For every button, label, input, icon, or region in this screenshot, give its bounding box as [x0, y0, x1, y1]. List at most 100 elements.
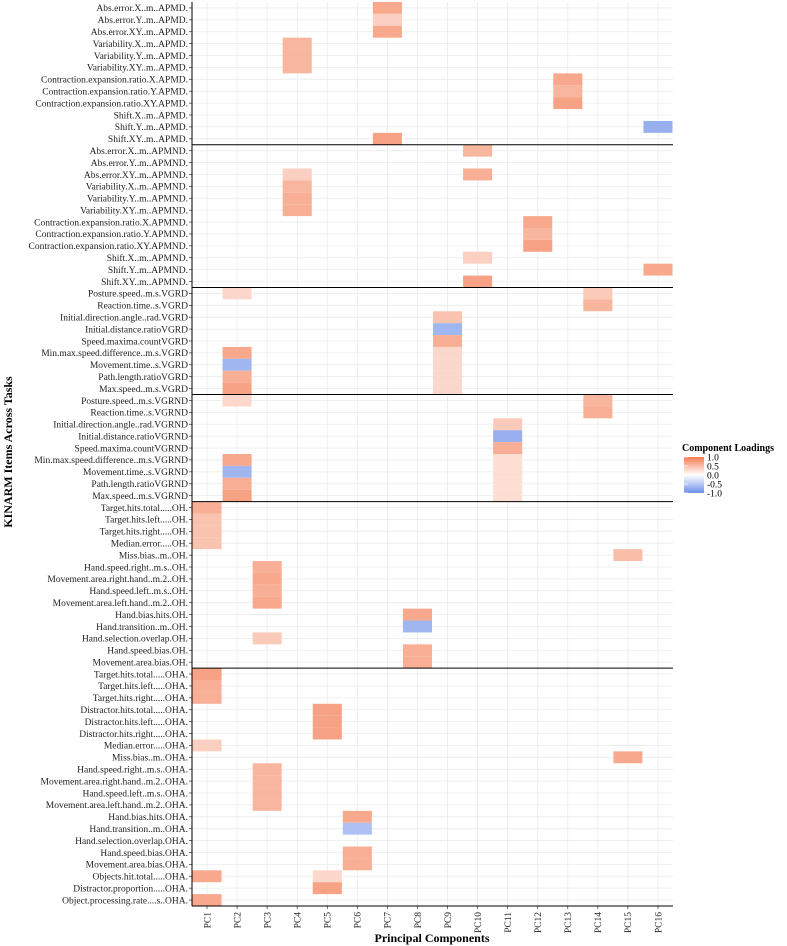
row-label: Miss.bias..m..OH.: [119, 551, 188, 561]
heatmap-cell: [613, 549, 643, 562]
heatmap-cell: [553, 73, 583, 86]
row-label: Variability.Y..m..APMD.: [94, 52, 188, 62]
row-label: Max.speed..m.s.VGRD: [99, 385, 188, 395]
heatmap-cell: [402, 620, 432, 633]
row-label: Variability.X..m..APMND.: [86, 183, 188, 193]
row-label: Contraction.expansion.ratio.XY.APMD.: [35, 99, 188, 109]
heatmap-cell: [252, 632, 282, 645]
heatmap-cell: [222, 382, 252, 395]
row-label: Contraction.expansion.ratio.XY.APMND.: [29, 242, 188, 252]
heatmap-cell: [282, 168, 312, 181]
column-label: PC1: [203, 912, 213, 929]
row-label: Abs.error.XY..m..APMND.: [84, 171, 188, 181]
legend-tick-label: -1.0: [707, 489, 722, 499]
column-label: PC15: [624, 912, 634, 933]
legend-ticks: 1.00.50.0-0.5-1.0: [684, 453, 722, 499]
heatmap-cell: [222, 358, 252, 371]
heatmap-cell: [192, 513, 222, 526]
row-label: Reaction.time..s.VGRND: [90, 409, 188, 419]
heatmap-cell: [222, 394, 252, 407]
grid-lines: [192, 2, 673, 906]
column-label: PC3: [263, 912, 273, 929]
heatmap-cell: [433, 335, 463, 347]
heatmap-cell: [433, 311, 463, 324]
heatmap-cell: [222, 287, 252, 300]
heatmap-cell: [222, 477, 252, 490]
row-label: Hand.speed.left..m.s..OH.: [89, 586, 188, 597]
row-label: Hand.speed.right..m.s..OHA.: [77, 766, 188, 776]
x-axis-title: Principal Components: [374, 931, 489, 945]
legend-title: Component Loadings: [682, 443, 774, 454]
column-label: PC14: [594, 912, 604, 933]
row-label: Target.hits.total.....OH.: [101, 504, 188, 514]
heatmap-cell: [493, 454, 523, 466]
heatmap-cell: [372, 13, 402, 26]
row-label: Shift.X..m..APMND.: [107, 253, 188, 264]
heatmap-cell: [252, 561, 282, 573]
row-label: Hand.speed.bias.OH.: [107, 647, 188, 657]
heatmap-cell: [192, 870, 222, 883]
heatmap-cell: [583, 287, 613, 300]
heatmap-cell: [463, 275, 493, 288]
row-label: Target.hits.left.....OH.: [105, 515, 188, 526]
heatmap-cell: [493, 418, 523, 431]
legend-tick-label: 0.0: [707, 471, 719, 481]
row-label: Shift.X..m..APMD.: [114, 110, 188, 121]
row-label: Movement.area.right.hand..m.2..OH.: [47, 575, 188, 585]
column-label: PC10: [474, 912, 484, 933]
heatmap-cell: [282, 49, 312, 62]
heatmap-cell: [433, 358, 463, 371]
row-label: Movement.time..s.VGRND: [83, 468, 188, 478]
heatmap-cell: [463, 168, 493, 181]
heatmap-cell: [222, 465, 252, 478]
heatmap-cell: [312, 882, 342, 895]
row-label: Abs.error.X..m..APMD.: [96, 4, 188, 14]
heatmap-cell: [222, 346, 252, 359]
legend-tick-label: 1.0: [707, 453, 719, 463]
legend-colorbar: [684, 457, 704, 493]
row-label: Min.max.speed.difference..m.s.VGRND: [34, 455, 188, 466]
heatmap-cell: [192, 739, 222, 752]
row-label: Movement.time..s.VGRD: [90, 361, 188, 371]
heatmap-cell: [523, 216, 553, 228]
row-label: Path.length.ratioVGRND: [91, 480, 188, 490]
heatmap-cell: [493, 489, 523, 502]
row-label: Min.max.speed.difference..m.s.VGRD: [41, 348, 188, 359]
row-label: Contraction.expansion.ratio.Y.APMD.: [42, 88, 188, 98]
row-label: Variability.XY..m..APMD.: [87, 64, 188, 74]
heatmap-cell: [372, 132, 402, 145]
heatmap-cell: [252, 798, 282, 811]
column-label: PC2: [233, 912, 243, 929]
row-label: Abs.error.X..m..APMND.: [90, 147, 188, 157]
heatmap-cell: [402, 608, 432, 621]
heatmap-cell: [433, 346, 463, 359]
row-label: Abs.error.XY..m..APMD.: [91, 28, 188, 38]
row-label: Object.processing.rate....s..OHA.: [62, 896, 188, 906]
row-label: Median.error.....OHA.: [104, 742, 188, 752]
heatmap-cell: [372, 2, 402, 14]
row-label: Movement.area.bias.OHA.: [86, 861, 188, 871]
row-label: Variability.X..m..APMD.: [93, 40, 188, 50]
column-label: PC11: [504, 912, 514, 933]
row-label: Hand.transition..m..OHA.: [89, 825, 188, 835]
legend-tick-label: -0.5: [707, 480, 722, 490]
column-labels: PC1 PC2 PC3 PC4 PC5 PC6 PC7 PC8 PC9 PC10 PC11 PC12 P…: [203, 906, 664, 933]
row-label: Movement.area.left.hand..m.2..OHA.: [46, 800, 188, 811]
heatmap-cell: [192, 894, 222, 906]
row-label: Target.hits.right.....OHA.: [93, 694, 188, 704]
heatmap-cell: [222, 454, 252, 466]
row-label: Variability.XY..m..APMND.: [80, 206, 188, 216]
row-label: Initial.distance.ratioVGRND: [78, 432, 188, 442]
legend-tick-label: 0.5: [707, 462, 719, 472]
row-label: Abs.error.Y..m..APMD.: [98, 16, 188, 26]
heatmap-cell: [342, 846, 372, 859]
row-label: Hand.selection.overlap.OHA.: [75, 837, 188, 847]
heatmap-cell: [553, 97, 583, 110]
heatmap-cell: [463, 144, 493, 157]
row-label: Movement.area.left.hand..m.2..OH.: [53, 598, 188, 609]
heatmap-cell: [192, 501, 222, 514]
heatmap-cell: [523, 228, 553, 240]
column-label: PC16: [654, 912, 664, 933]
heatmap-cell: [523, 239, 553, 252]
heatmap-cell: [312, 870, 342, 883]
